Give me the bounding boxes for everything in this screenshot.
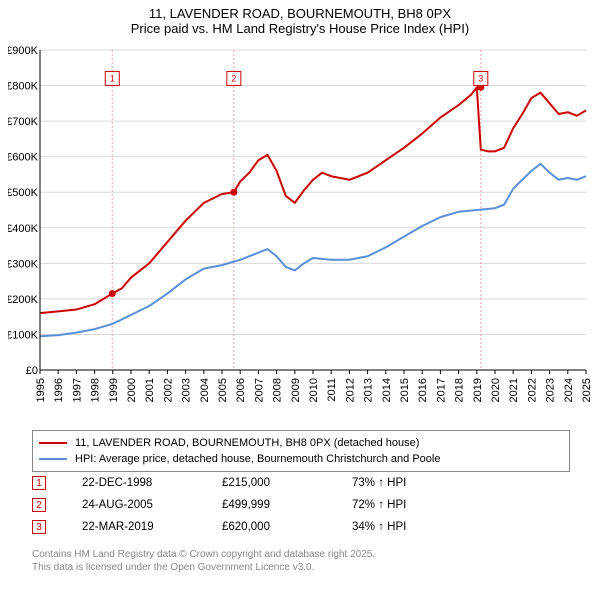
svg-text:2008: 2008 — [272, 378, 284, 402]
svg-text:1995: 1995 — [35, 378, 47, 402]
svg-text:£100K: £100K — [8, 329, 39, 341]
svg-text:2016: 2016 — [417, 378, 429, 402]
chart-svg: 1 2 3 1995 1996 1997 1998 1999 2000 2001 2002 2003… — [8, 46, 592, 426]
chart-container: 11, LAVENDER ROAD, BOURNEMOUTH, BH8 0PX … — [0, 0, 600, 590]
svg-text:2010: 2010 — [308, 378, 320, 402]
svg-text:2021: 2021 — [508, 378, 520, 402]
svg-text:2009: 2009 — [290, 378, 302, 402]
transaction-marker-icon: 2 — [32, 498, 46, 512]
svg-text:2025: 2025 — [581, 378, 592, 402]
transaction-price: £215,000 — [222, 477, 352, 489]
legend-box: 11, LAVENDER ROAD, BOURNEMOUTH, BH8 0PX … — [32, 430, 570, 472]
svg-text:2022: 2022 — [526, 378, 538, 402]
svg-text:2011: 2011 — [326, 378, 338, 402]
svg-text:2: 2 — [231, 73, 236, 83]
legend-swatch-2 — [39, 458, 67, 460]
svg-text:£900K: £900K — [8, 46, 39, 57]
legend-swatch-1 — [39, 442, 67, 444]
transaction-diff: 34% ↑ HPI — [352, 521, 406, 533]
title-block: 11, LAVENDER ROAD, BOURNEMOUTH, BH8 0PX … — [0, 0, 600, 36]
table-row: 2 24-AUG-2005 £499,999 72% ↑ HPI — [32, 494, 572, 516]
svg-text:£500K: £500K — [8, 187, 39, 199]
svg-text:2003: 2003 — [181, 378, 193, 402]
transaction-diff: 73% ↑ HPI — [352, 477, 406, 489]
transaction-date: 22-DEC-1998 — [82, 477, 222, 489]
svg-text:1: 1 — [110, 73, 115, 83]
chart-area: 1 2 3 1995 1996 1997 1998 1999 2000 2001 2002 2003… — [8, 46, 592, 426]
transaction-price: £620,000 — [222, 521, 352, 533]
legend-label-1: 11, LAVENDER ROAD, BOURNEMOUTH, BH8 0PX … — [75, 437, 419, 449]
svg-text:2017: 2017 — [435, 378, 447, 402]
svg-text:2007: 2007 — [253, 378, 265, 402]
title-line-1: 11, LAVENDER ROAD, BOURNEMOUTH, BH8 0PX — [0, 6, 600, 21]
svg-text:2023: 2023 — [545, 378, 557, 402]
table-row: 1 22-DEC-1998 £215,000 73% ↑ HPI — [32, 472, 572, 494]
svg-text:£0: £0 — [26, 365, 38, 377]
svg-text:£600K: £600K — [8, 152, 39, 164]
svg-text:£200K: £200K — [8, 294, 39, 306]
svg-text:£700K: £700K — [8, 116, 39, 128]
transaction-date: 24-AUG-2005 — [82, 499, 222, 511]
transaction-diff: 72% ↑ HPI — [352, 499, 406, 511]
svg-text:3: 3 — [478, 73, 483, 83]
legend-row: HPI: Average price, detached house, Bour… — [39, 451, 563, 467]
svg-text:2019: 2019 — [472, 378, 484, 402]
svg-text:2018: 2018 — [454, 378, 466, 402]
svg-text:2002: 2002 — [162, 378, 174, 402]
svg-text:2006: 2006 — [235, 378, 247, 402]
svg-text:2015: 2015 — [399, 378, 411, 402]
transaction-marker-icon: 1 — [32, 476, 46, 490]
svg-text:2001: 2001 — [144, 378, 156, 402]
svg-text:2024: 2024 — [563, 378, 575, 402]
footer-attribution: Contains HM Land Registry data © Crown c… — [32, 548, 375, 574]
svg-text:2014: 2014 — [381, 378, 393, 402]
svg-text:2004: 2004 — [199, 378, 211, 402]
svg-text:1996: 1996 — [53, 378, 65, 402]
footer-line-2: This data is licensed under the Open Gov… — [32, 561, 375, 574]
svg-text:1998: 1998 — [90, 378, 102, 402]
svg-text:2012: 2012 — [344, 378, 356, 402]
legend-row: 11, LAVENDER ROAD, BOURNEMOUTH, BH8 0PX … — [39, 435, 563, 451]
svg-text:1997: 1997 — [71, 378, 83, 402]
svg-text:2005: 2005 — [217, 378, 229, 402]
title-line-2: Price paid vs. HM Land Registry's House … — [0, 21, 600, 36]
transaction-date: 22-MAR-2019 — [82, 521, 222, 533]
svg-text:2000: 2000 — [126, 378, 138, 402]
svg-text:£300K: £300K — [8, 258, 39, 270]
legend-label-2: HPI: Average price, detached house, Bour… — [75, 453, 440, 465]
transactions-table: 1 22-DEC-1998 £215,000 73% ↑ HPI 2 24-AU… — [32, 472, 572, 538]
table-row: 3 22-MAR-2019 £620,000 34% ↑ HPI — [32, 516, 572, 538]
transaction-price: £499,999 — [222, 499, 352, 511]
svg-text:1999: 1999 — [108, 378, 120, 402]
svg-text:£800K: £800K — [8, 81, 39, 93]
svg-text:£400K: £400K — [8, 223, 39, 235]
svg-text:2013: 2013 — [363, 378, 375, 402]
footer-line-1: Contains HM Land Registry data © Crown c… — [32, 548, 375, 561]
transaction-marker-icon: 3 — [32, 520, 46, 534]
svg-text:2020: 2020 — [490, 378, 502, 402]
